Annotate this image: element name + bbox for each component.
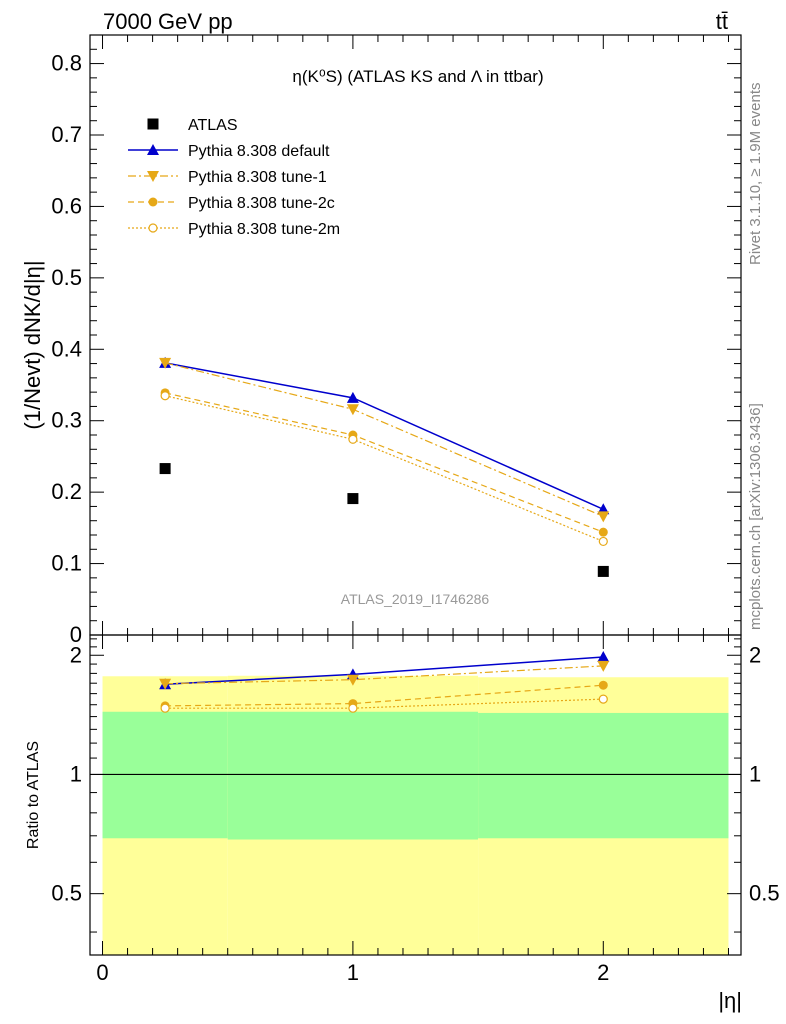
energy-label: 7000 GeV pp xyxy=(103,9,233,34)
x-tick-label: 0 xyxy=(96,960,108,985)
y-tick-label: 0 xyxy=(70,622,82,647)
y-tick-label: 0.8 xyxy=(51,51,82,76)
ratio-point-3-0 xyxy=(160,703,170,713)
ratio-y-axis-title: Ratio to ATLAS xyxy=(25,741,42,849)
series-line-4 xyxy=(164,395,604,542)
y-tick-label: 0.6 xyxy=(51,193,82,218)
legend-marker-1 xyxy=(147,144,159,155)
legend-label-4: Pythia 8.308 tune-2m xyxy=(188,221,340,238)
data-point-0-0 xyxy=(159,463,171,475)
data-point-2-0 xyxy=(159,357,172,369)
legend: ATLAS Pythia 8.308 default Pythia 8.308 tu… xyxy=(128,117,340,238)
ratio-y-tick-label: 1 xyxy=(70,761,82,786)
data-point-4-2 xyxy=(598,536,608,547)
analysis-watermark: ATLAS_2019_I1746286 xyxy=(341,591,490,607)
legend-label-2: Pythia 8.308 tune-1 xyxy=(188,169,327,186)
legend-label-3: Pythia 8.308 tune-2c xyxy=(188,195,335,212)
ratio-panel-frame xyxy=(89,634,742,956)
series-line-2 xyxy=(164,362,604,517)
y-tick-label: 0.4 xyxy=(51,336,82,361)
ratio-y-tick-label-right: 2 xyxy=(749,642,761,667)
ratio-point-1-1 xyxy=(346,674,359,686)
ratio-point-3-2 xyxy=(598,694,608,704)
uncertainty-band-inner xyxy=(227,711,479,840)
x-tick-label: 2 xyxy=(597,960,609,985)
y-tick-label: 0.2 xyxy=(51,479,82,504)
legend-marker-0 xyxy=(147,118,159,130)
ratio-line-2 xyxy=(165,684,604,707)
ratio-point-1-0 xyxy=(159,678,172,690)
data-point-2-2 xyxy=(597,511,610,523)
data-point-2-1 xyxy=(346,404,359,416)
x-axis-title: |η| xyxy=(718,988,742,1013)
legend-marker-2 xyxy=(147,171,159,182)
ratio-point-2-2 xyxy=(598,680,608,690)
data-point-0-1 xyxy=(347,493,359,505)
ratio-point-3-1 xyxy=(348,703,358,713)
ratio-point-1-2 xyxy=(597,660,610,672)
ratio-y-tick-label-right: 0.5 xyxy=(749,881,780,906)
data-point-4-1 xyxy=(348,434,358,444)
mcplots-text: mcplots.cern.ch [arXiv:1306.3436] xyxy=(747,403,764,630)
ratio-y-tick-label: 2 xyxy=(70,642,82,667)
data-point-1-1 xyxy=(346,391,359,403)
series-line-3 xyxy=(164,392,604,533)
ratio-y-tick-label-right: 1 xyxy=(749,761,761,786)
data-point-0-2 xyxy=(597,565,609,577)
rivet-version-text: Rivet 3.1.10, ≥ 1.9M events xyxy=(747,83,764,266)
plot-title: η(K⁰S) (ATLAS KS and Λ in ttbar) xyxy=(292,67,543,86)
legend-marker-4 xyxy=(148,223,158,233)
top-y-axis-title: (1/Nevt) dNK/d|η| xyxy=(20,260,45,429)
ratio-point-0-2 xyxy=(597,650,610,662)
data-point-3-2 xyxy=(598,527,608,537)
data-point-4-0 xyxy=(160,391,170,401)
y-tick-label: 0.5 xyxy=(51,265,82,290)
series-line-1 xyxy=(164,362,604,510)
uncertainty-band-inner xyxy=(478,712,729,839)
y-tick-label: 0.7 xyxy=(51,122,82,147)
ratio-y-tick-label: 0.5 xyxy=(51,881,82,906)
y-tick-label: 0.1 xyxy=(51,551,82,576)
legend-label-0: ATLAS xyxy=(188,117,238,134)
y-tick-label: 0.3 xyxy=(51,408,82,433)
legend-marker-3 xyxy=(148,197,158,207)
process-label: tt̄ xyxy=(716,9,728,34)
x-tick-label: 1 xyxy=(347,960,359,985)
legend-label-1: Pythia 8.308 default xyxy=(188,143,330,160)
